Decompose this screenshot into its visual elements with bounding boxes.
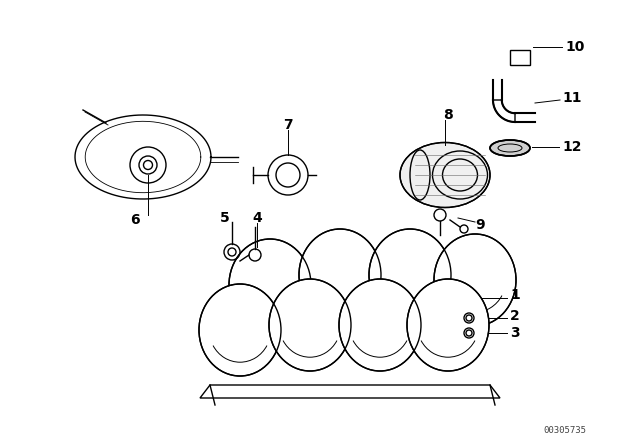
Polygon shape: [200, 385, 500, 398]
Ellipse shape: [199, 284, 281, 376]
Ellipse shape: [369, 229, 451, 321]
Ellipse shape: [339, 279, 421, 371]
Ellipse shape: [407, 279, 489, 371]
Bar: [510, 50, 530, 65]
Text: 3: 3: [510, 326, 520, 340]
Text: 6: 6: [130, 213, 140, 227]
Ellipse shape: [490, 140, 530, 156]
Text: 5: 5: [220, 211, 230, 225]
Text: 4: 4: [252, 211, 262, 225]
Ellipse shape: [269, 279, 351, 371]
Wedge shape: [493, 100, 515, 122]
Ellipse shape: [229, 239, 311, 331]
Ellipse shape: [400, 142, 490, 207]
Text: 10: 10: [565, 40, 584, 54]
Text: 12: 12: [562, 140, 582, 154]
Ellipse shape: [434, 234, 516, 326]
Text: 00305735: 00305735: [543, 426, 586, 435]
Text: 9: 9: [475, 218, 485, 232]
Text: 11: 11: [562, 91, 582, 105]
Text: 2: 2: [510, 309, 520, 323]
Text: 8: 8: [443, 108, 453, 122]
Ellipse shape: [299, 229, 381, 321]
Text: 7: 7: [283, 118, 293, 132]
Text: 1: 1: [510, 288, 520, 302]
